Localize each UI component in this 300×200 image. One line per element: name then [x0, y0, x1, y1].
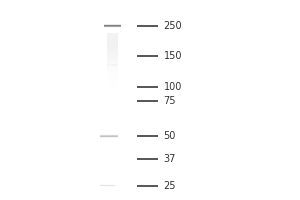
Bar	[100, 135, 118, 136]
Bar	[107, 43, 118, 44]
Bar	[107, 78, 118, 79]
Bar	[107, 45, 118, 46]
Bar	[107, 63, 118, 65]
Bar	[107, 40, 118, 41]
Bar	[104, 25, 121, 26]
Bar	[107, 55, 118, 56]
Bar	[107, 52, 118, 53]
Bar	[107, 69, 118, 70]
Bar	[100, 134, 118, 135]
Bar	[107, 82, 118, 83]
Bar	[100, 184, 116, 185]
Text: 100: 100	[164, 82, 182, 92]
Bar	[107, 37, 118, 38]
Bar	[107, 44, 118, 45]
Bar	[107, 85, 118, 86]
Bar	[107, 48, 118, 49]
Bar	[107, 75, 118, 76]
Bar	[107, 33, 118, 34]
Bar	[107, 92, 118, 93]
Bar	[107, 62, 118, 63]
Bar	[107, 60, 118, 61]
Bar	[107, 74, 118, 75]
Bar	[107, 57, 118, 58]
Bar	[107, 65, 118, 67]
Bar	[107, 61, 118, 62]
Bar	[107, 80, 118, 81]
Bar	[107, 35, 118, 36]
Bar	[107, 39, 118, 40]
Bar	[107, 77, 118, 78]
Bar	[107, 79, 118, 80]
Bar	[107, 46, 118, 47]
Bar	[107, 88, 118, 89]
Bar	[104, 24, 121, 25]
Bar	[107, 34, 118, 35]
Bar	[100, 137, 118, 138]
Bar	[107, 89, 118, 90]
Bar	[107, 72, 118, 73]
Text: 37: 37	[164, 154, 176, 164]
Bar	[107, 93, 118, 94]
Bar	[107, 47, 118, 48]
Text: 50: 50	[164, 131, 176, 141]
Text: 75: 75	[164, 96, 176, 106]
Bar	[107, 86, 118, 87]
Bar	[107, 70, 118, 71]
Bar	[107, 36, 118, 37]
Bar	[107, 58, 118, 59]
Bar	[107, 49, 118, 50]
Bar	[107, 71, 118, 72]
Text: 150: 150	[164, 51, 182, 61]
Bar	[107, 64, 118, 66]
Bar	[107, 56, 118, 57]
Bar	[107, 42, 118, 43]
Bar	[104, 26, 121, 27]
Bar	[104, 27, 121, 28]
Bar	[107, 76, 118, 77]
Bar	[100, 186, 116, 187]
Bar	[107, 51, 118, 52]
Bar	[107, 73, 118, 74]
Bar	[107, 84, 118, 85]
Bar	[107, 68, 118, 69]
Bar	[107, 87, 118, 88]
Bar	[107, 67, 118, 68]
Bar	[107, 54, 118, 55]
Bar	[107, 83, 118, 84]
Bar	[107, 59, 118, 60]
Bar	[107, 91, 118, 92]
Bar	[107, 53, 118, 54]
Bar	[107, 41, 118, 42]
Text: 25: 25	[164, 181, 176, 191]
Bar	[107, 81, 118, 82]
Bar	[107, 38, 118, 39]
Text: 250: 250	[164, 21, 182, 31]
Bar	[107, 90, 118, 91]
Bar	[100, 185, 116, 186]
Bar	[100, 136, 118, 137]
Bar	[107, 50, 118, 51]
